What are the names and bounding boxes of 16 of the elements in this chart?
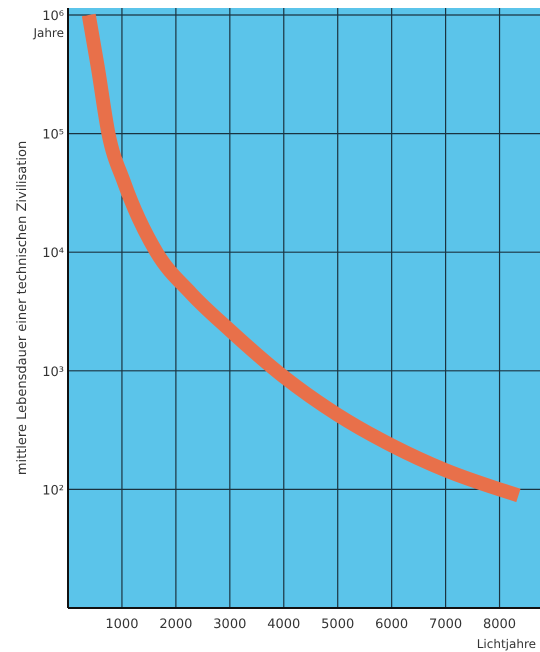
x-tick-label: 2000 [159, 617, 192, 632]
x-tick-label: 5000 [321, 617, 354, 632]
x-tick-label: 7000 [429, 617, 462, 632]
y-tick-label: 10² [42, 483, 64, 498]
y-axis-title: mittlere Lebensdauer einer technischen Zivilisation [15, 140, 30, 476]
x-tick-label: 1000 [105, 617, 138, 632]
x-tick-label: 8000 [482, 617, 516, 632]
x-axis-title: Lichtjahre [476, 637, 536, 651]
y-tick-label: 10³ [42, 364, 64, 380]
x-tick-label: 3000 [213, 617, 246, 632]
y-tick-label: 10⁵ [42, 128, 64, 143]
text: Jahre [32, 26, 64, 40]
y-tick-label: 10⁶ [42, 9, 64, 24]
y-tick-label: 10⁴ [42, 246, 64, 262]
x-tick-label: 6000 [375, 617, 408, 632]
x-tick-label: 4000 [267, 617, 300, 632]
